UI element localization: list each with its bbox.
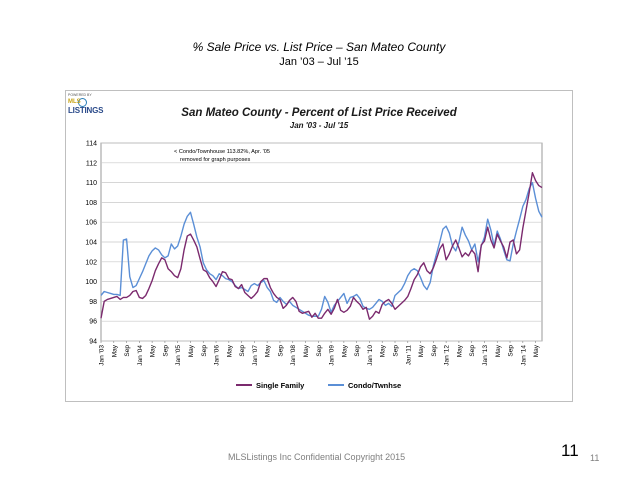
x-tick-label: Jan '10 [367, 345, 374, 366]
magnifier-icon [78, 98, 87, 107]
x-tick-label: Sep [469, 345, 476, 357]
page-number: 11 [561, 441, 579, 460]
x-tick-label: May [341, 344, 348, 357]
y-tick-label: 102 [85, 259, 97, 266]
x-tick-label: Jan '03 [99, 345, 106, 366]
x-tick-label: Jan '06 [214, 345, 221, 366]
x-tick-label: Jan '12 [444, 345, 451, 366]
chart-annotation: < Condo/Townhouse 113.82%, Apr. '05 [174, 149, 270, 155]
x-tick-label: Sep [162, 345, 169, 357]
y-tick-label: 114 [86, 141, 97, 148]
x-tick-label: Jan '05 [175, 345, 182, 366]
slide-subtitle: Jan ’03 – Jul ’15 [279, 56, 359, 68]
x-tick-label: Sep [201, 345, 208, 357]
series-line-condo-twnhse [100, 181, 543, 317]
legend-label: Single Family [256, 381, 305, 390]
x-tick-label: Jan '04 [137, 345, 144, 366]
chart-annotation: removed for graph purposes [180, 157, 250, 163]
x-tick-label: May [456, 344, 463, 357]
x-tick-label: May [111, 344, 118, 357]
chart-subtitle: Jan '03 - Jul '15 [289, 121, 349, 130]
x-tick-label: Jan '11 [405, 345, 412, 366]
x-tick-label: Sep [431, 345, 438, 357]
x-tick-label: Jan '07 [252, 345, 259, 366]
x-tick-label: May [418, 344, 425, 357]
y-tick-label: 104 [85, 240, 97, 247]
legend-label: Condo/Twnhse [348, 381, 401, 390]
footer-copyright: MLSListings Inc Confidential Copyright 2… [228, 452, 406, 462]
logo-listings: LISTINGS [68, 106, 104, 115]
y-tick-label: 98 [89, 299, 97, 306]
x-tick-label: May [533, 344, 540, 357]
y-tick-label: 100 [85, 279, 97, 286]
x-tick-label: Jan '13 [482, 345, 489, 366]
y-tick-label: 112 [86, 160, 97, 167]
x-tick-label: May [188, 344, 195, 357]
x-tick-label: Jan '08 [290, 345, 297, 366]
x-tick-label: May [150, 344, 157, 357]
x-tick-label: Sep [239, 345, 246, 357]
x-tick-label: May [226, 344, 233, 357]
mlslistings-logo: POWERED BY MLS LISTINGS [68, 93, 104, 119]
slide-title: % Sale Price vs. List Price – San Mateo … [192, 40, 446, 54]
x-tick-label: May [380, 344, 387, 357]
y-tick-label: 108 [85, 200, 97, 207]
x-tick-label: May [265, 344, 272, 357]
x-tick-label: Sep [277, 345, 284, 357]
y-tick-label: 106 [85, 220, 97, 227]
x-tick-label: Sep [124, 345, 131, 357]
x-tick-label: Sep [354, 345, 361, 357]
x-tick-label: May [303, 344, 310, 357]
y-tick-label: 94 [89, 339, 97, 346]
chart-figure: POWERED BY MLS LISTINGS San Mateo County… [65, 90, 573, 402]
page-number-small: 11 [590, 453, 600, 463]
x-tick-label: Sep [393, 345, 400, 357]
chart-title: San Mateo County - Percent of List Price… [181, 107, 457, 119]
x-tick-label: Jan '14 [520, 345, 527, 366]
x-tick-label: Sep [316, 345, 323, 357]
x-tick-label: Sep [508, 345, 515, 357]
logo-powered-by: POWERED BY [68, 93, 92, 97]
series-line-single-family [100, 172, 543, 320]
y-tick-label: 96 [89, 319, 97, 326]
line-chart: 94 96 98 100 102 104 106 108 110 112 114 Jan '03 May… [85, 141, 543, 390]
y-tick-label: 110 [86, 180, 97, 187]
x-tick-label: May [495, 344, 502, 357]
x-tick-label: Jan '09 [329, 345, 336, 366]
logo-mls: MLS [68, 99, 81, 105]
